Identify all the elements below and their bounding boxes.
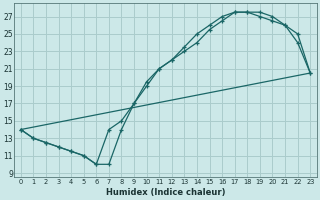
X-axis label: Humidex (Indice chaleur): Humidex (Indice chaleur) [106, 188, 225, 197]
